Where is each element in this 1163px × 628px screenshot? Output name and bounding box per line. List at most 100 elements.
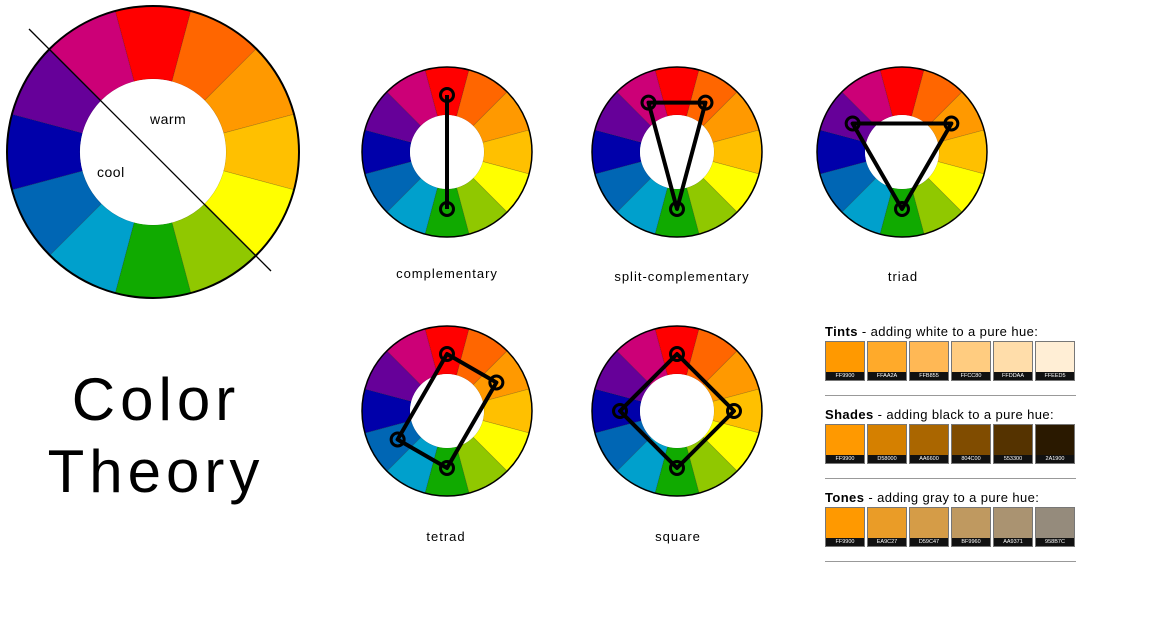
shades-description: - adding black to a pure hue: [873, 407, 1055, 422]
swatch-hex-code: AA9371 [994, 538, 1032, 546]
swatch-hex-code: D59C47 [910, 538, 948, 546]
title-line-2: Theory [47, 438, 265, 505]
complementary-marker [439, 87, 455, 103]
color-swatch: FF9900 [825, 507, 865, 547]
split-complementary-scheme-overlay [640, 94, 714, 217]
swatch-hex-code: FFEED5 [1036, 372, 1074, 380]
cool-label: cool [97, 164, 125, 180]
swatch-hex-code: AA6600 [910, 455, 948, 463]
complementary-marker [439, 201, 455, 217]
warm-label: warm [150, 111, 187, 127]
color-swatch: 958B7C [1035, 507, 1075, 547]
wheel-split-complementary-outline [591, 66, 763, 238]
swatch-hex-code: EA9C27 [868, 538, 906, 546]
shades-term: Shades [825, 407, 874, 422]
tones-heading: Tones - adding gray to a pure hue: [825, 490, 1039, 505]
square-shape [618, 352, 736, 470]
wheel-triad-outline [816, 66, 988, 238]
triad-scheme-overlay [844, 115, 960, 217]
swatch-hex-code: FFB855 [910, 372, 948, 380]
split-complementary-marker [640, 94, 657, 111]
caption-split-complementary: split-complementary [614, 269, 750, 284]
shades-heading: Shades - adding black to a pure hue: [825, 407, 1054, 422]
wheel-square-center [640, 374, 714, 448]
wheel-square-outline [591, 325, 763, 497]
tints-swatch-row: FF9900 FFAA2A FFB855 FFCC80 FFDDAA FFEED5 [825, 341, 1085, 381]
swatch-hex-code: D58000 [868, 455, 906, 463]
wheel-complementary-outline [361, 66, 533, 238]
wheel-split-complementary [591, 66, 763, 238]
wheel-tetrad [361, 325, 533, 497]
swatch-hex-code: 804C00 [952, 455, 990, 463]
swatch-hex-code: BF9960 [952, 538, 990, 546]
warm-cool-divider [28, 28, 272, 272]
color-swatch: FFDDAA [993, 341, 1033, 381]
shades-divider [825, 478, 1076, 479]
tones-divider [825, 561, 1076, 562]
tints-term: Tints [825, 324, 858, 339]
color-swatch: FF9900 [825, 341, 865, 381]
main-color-wheel [6, 5, 300, 299]
tones-description: - adding gray to a pure hue: [864, 490, 1040, 505]
swatch-hex-code: 958B7C [1036, 538, 1074, 546]
wheel-triad-center [865, 115, 939, 189]
wheel-square [591, 325, 763, 497]
tones-swatch-row: FF9900 EA9C27 D59C47 BF9960 AA9371 958B7C [825, 507, 1085, 547]
tones-term: Tones [825, 490, 865, 505]
square-marker [669, 460, 685, 476]
square-marker [726, 403, 742, 419]
tetrad-marker [389, 431, 406, 448]
triad-marker [844, 115, 861, 132]
color-swatch: EA9C27 [867, 507, 907, 547]
swatch-hex-code: FF9900 [826, 538, 864, 546]
square-scheme-overlay [612, 346, 742, 476]
color-swatch: D59C47 [909, 507, 949, 547]
tints-heading: Tints - adding white to a pure hue: [825, 324, 1038, 339]
swatch-hex-code: 553300 [994, 455, 1032, 463]
split-complementary-marker [697, 94, 714, 111]
color-swatch: D58000 [867, 424, 907, 464]
color-swatch: 2A1900 [1035, 424, 1075, 464]
swatch-hex-code: 2A1900 [1036, 455, 1074, 463]
tetrad-marker [439, 346, 455, 362]
caption-complementary: complementary [396, 266, 498, 281]
caption-square: square [655, 529, 701, 544]
caption-triad: triad [887, 269, 919, 284]
tetrad-shape [395, 352, 499, 470]
tetrad-scheme-overlay [389, 346, 505, 476]
wheel-split-complementary-center [640, 115, 714, 189]
color-swatch: FFCC80 [951, 341, 991, 381]
tints-description: - adding white to a pure hue: [857, 324, 1039, 339]
color-swatch: 804C00 [951, 424, 991, 464]
swatch-hex-code: FFAA2A [868, 372, 906, 380]
color-swatch: AA6600 [909, 424, 949, 464]
shades-swatch-row: FF9900 D58000 AA6600 804C00 553300 2A1900 [825, 424, 1085, 464]
triad-shape [850, 121, 954, 211]
square-marker [612, 403, 628, 419]
split-complementary-marker [669, 201, 685, 217]
color-swatch: FFAA2A [867, 341, 907, 381]
caption-tetrad: tetrad [426, 529, 466, 544]
color-swatch: FFEED5 [1035, 341, 1075, 381]
wheel-tetrad-center [410, 374, 484, 448]
title-line-1: Color [71, 366, 241, 433]
tetrad-marker [488, 374, 505, 391]
swatch-hex-code: FF9900 [826, 372, 864, 380]
wheel-tetrad-outline [361, 325, 533, 497]
swatch-hex-code: FF9900 [826, 455, 864, 463]
complementary-scheme-overlay [439, 87, 455, 217]
color-swatch: FFB855 [909, 341, 949, 381]
color-swatch: BF9960 [951, 507, 991, 547]
split-complementary-shape [646, 100, 708, 211]
color-swatch: FF9900 [825, 424, 865, 464]
main-color-wheel-outline [6, 5, 300, 299]
wheel-triad [816, 66, 988, 238]
triad-marker [943, 115, 960, 132]
color-swatch: 553300 [993, 424, 1033, 464]
color-swatch: AA9371 [993, 507, 1033, 547]
tints-divider [825, 395, 1076, 396]
swatch-hex-code: FFCC80 [952, 372, 990, 380]
swatch-hex-code: FFDDAA [994, 372, 1032, 380]
